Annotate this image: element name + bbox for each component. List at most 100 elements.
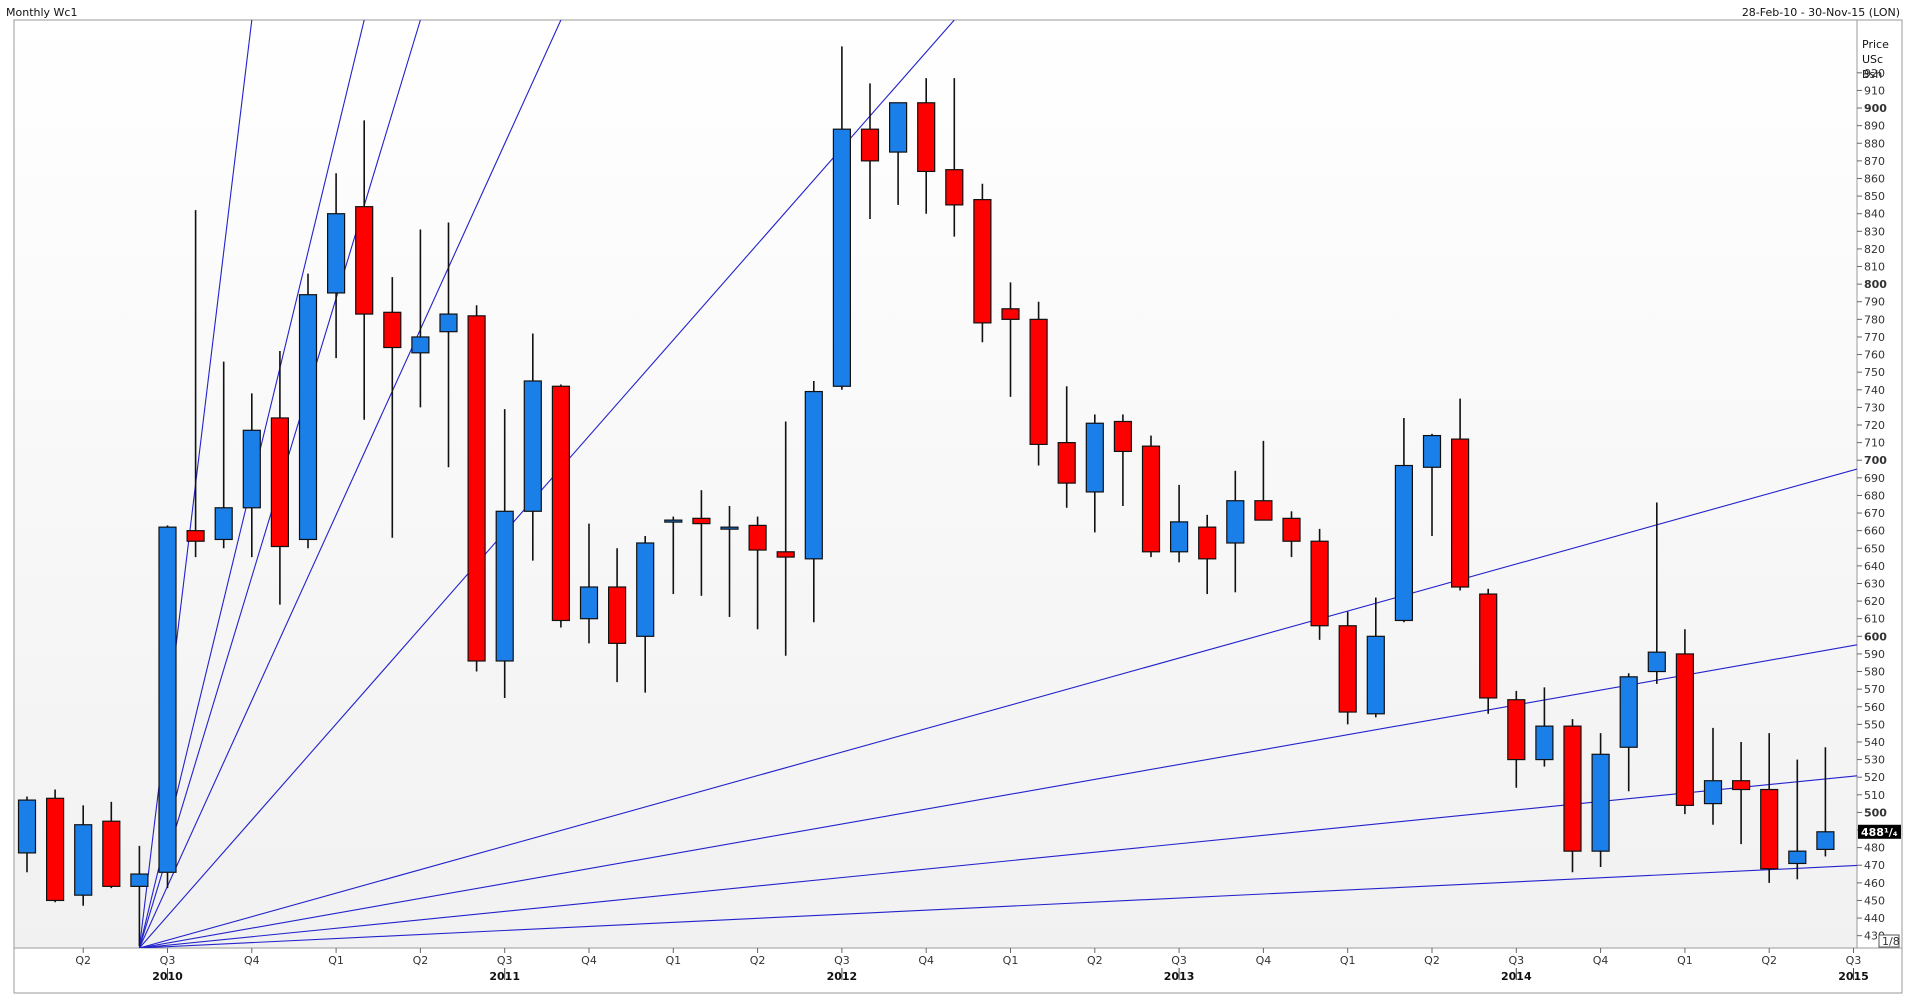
candle (945, 78, 964, 237)
price-axis-header-unit: USc (1862, 53, 1883, 66)
candle-body (383, 311, 402, 349)
candle-body (973, 199, 992, 324)
candle (888, 102, 908, 205)
candle (1198, 514, 1217, 595)
candle (579, 523, 599, 644)
price-tick-label: 440 (1864, 912, 1885, 925)
candle-body (411, 336, 430, 354)
candle (1366, 597, 1385, 718)
price-tick-label: 720 (1864, 419, 1885, 432)
quarter-label: Q3 (834, 954, 850, 967)
date-range: 28-Feb-10 - 30-Nov-15 (LON) (1741, 6, 1900, 19)
candle (692, 490, 711, 596)
candle-body (45, 797, 65, 902)
candle-body (1254, 500, 1273, 521)
candle (1085, 414, 1104, 533)
candle-body (1001, 308, 1020, 320)
candle-body (1619, 676, 1638, 748)
candle-body (1450, 438, 1470, 588)
price-tick-label: 880 (1864, 137, 1885, 150)
candle (298, 273, 318, 549)
candle-body (1591, 753, 1610, 852)
candle (1563, 719, 1582, 873)
candle (523, 333, 542, 561)
price-tick-label: 700 (1864, 454, 1887, 467)
candle-body (945, 169, 964, 206)
candle-body (186, 530, 205, 542)
candle-body (1338, 625, 1357, 713)
candle-body (607, 586, 627, 644)
candle (1788, 759, 1807, 880)
candle (467, 305, 486, 672)
current-price-label: 488¹/₄ (1861, 826, 1898, 839)
candle-body (102, 820, 121, 887)
year-label: 2015 (1838, 970, 1869, 983)
price-tick-label: 760 (1864, 349, 1885, 362)
candle (748, 516, 767, 630)
quarter-label: Q3 (1171, 954, 1187, 967)
price-tick-label: 860 (1864, 172, 1885, 185)
candle (1816, 747, 1835, 857)
quarter-label: Q2 (75, 954, 91, 967)
price-tick-label: 790 (1864, 296, 1885, 309)
candle-body (1282, 517, 1301, 542)
candle (1422, 433, 1442, 536)
candle (973, 183, 992, 343)
quarter-label: Q3 (497, 954, 513, 967)
candle (130, 845, 149, 947)
quarter-label: Q2 (1761, 954, 1777, 967)
candle-body (1422, 434, 1442, 468)
quarter-label: Q3 (1508, 954, 1524, 967)
candle-body (1703, 780, 1723, 805)
candle-body (1647, 651, 1666, 673)
price-tick-label: 530 (1864, 754, 1885, 767)
price-tick-label: 650 (1864, 542, 1885, 555)
candle (1450, 398, 1470, 591)
price-tick-label: 580 (1864, 666, 1885, 679)
candle (860, 83, 880, 219)
candle-body (17, 799, 37, 854)
candle (1535, 687, 1554, 767)
candle (327, 173, 346, 359)
candle-body (1394, 464, 1414, 622)
price-tick-label: 850 (1864, 190, 1885, 203)
price-tick-label: 680 (1864, 489, 1885, 502)
candle-body (579, 586, 599, 620)
candle (1169, 484, 1189, 563)
price-tick-label: 600 (1864, 630, 1887, 643)
candle-body (804, 390, 823, 560)
price-axis-header-price: Price (1862, 38, 1889, 51)
gann-fan-line (138, 20, 562, 948)
price-tick-label: 570 (1864, 683, 1885, 696)
quarter-label: Q2 (1087, 954, 1103, 967)
price-tick-label: 480 (1864, 842, 1885, 855)
candle (1282, 511, 1301, 558)
candle-body (1563, 725, 1582, 852)
candle (214, 361, 233, 549)
price-tick-label: 540 (1864, 736, 1885, 749)
candle-body (1816, 831, 1835, 850)
gann-fan-line (139, 864, 1857, 948)
candle-body (1479, 593, 1498, 699)
price-tick-label: 820 (1864, 243, 1885, 256)
price-tick-label: 890 (1864, 120, 1885, 133)
candle (551, 384, 571, 628)
price-tick-label: 870 (1864, 155, 1885, 168)
price-tick-label: 450 (1864, 894, 1885, 907)
candle (832, 46, 852, 390)
scale-indicator: 1/8 (1878, 934, 1900, 948)
candle-body (1141, 445, 1161, 553)
quarter-label: Q1 (665, 954, 681, 967)
candle-body (1507, 699, 1526, 761)
year-label: 2013 (1164, 970, 1195, 983)
price-tick-label: 730 (1864, 401, 1885, 414)
candle (355, 120, 374, 420)
candle (158, 525, 177, 889)
candle-body (720, 526, 739, 530)
candle-body (242, 429, 261, 509)
price-tick-label: 840 (1864, 208, 1885, 221)
price-tick-label: 500 (1864, 806, 1887, 819)
candle-body (692, 517, 711, 525)
quarter-label: Q4 (244, 954, 260, 967)
